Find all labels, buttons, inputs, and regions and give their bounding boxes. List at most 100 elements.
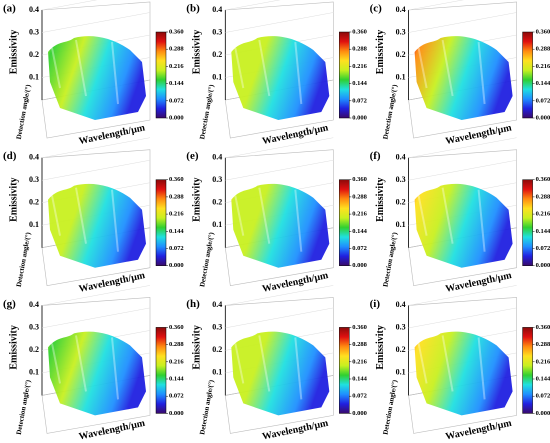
- x-axis-label: Wavelength/μm: [78, 270, 147, 295]
- colorbar-tick-label: 0.216: [169, 63, 184, 70]
- y-axis-label: Detection angle/(°): [381, 379, 399, 436]
- z-tick-label: 0.2: [396, 50, 406, 59]
- colorbar-tick-label: 0.000: [169, 114, 184, 121]
- colorbar-tick-label: 0.288: [536, 46, 550, 53]
- z-tick-label: 0.4: [29, 153, 39, 162]
- surface-ridge: [51, 335, 119, 400]
- grid-line: [408, 307, 517, 329]
- grid-line: [41, 137, 151, 158]
- z-tick-label: 0.1: [396, 72, 406, 81]
- surface: [48, 36, 146, 120]
- z-tick-label: 0.2: [212, 198, 222, 207]
- x-axis-label: Wavelength/μm: [78, 418, 147, 443]
- colorbar-tick-label: 0.072: [352, 393, 367, 400]
- z-tick-label: 0.3: [212, 323, 222, 332]
- surface: [48, 331, 146, 416]
- z-tick-label: 0.3: [212, 27, 222, 36]
- grid-line: [41, 159, 151, 181]
- colorbar-tick-label: 0.144: [169, 80, 184, 87]
- panel-label: (g): [3, 298, 16, 310]
- z-tick-label: 0.3: [212, 175, 222, 184]
- z-tick-label: 0.3: [396, 27, 406, 36]
- z-tick-label: 0.3: [396, 323, 406, 332]
- panel-label: (f): [370, 150, 381, 162]
- z-axis-label: Emissivity: [8, 325, 19, 369]
- z-tick-label: 0.4: [396, 300, 406, 309]
- grid-line: [408, 285, 517, 306]
- panel-label: (a): [3, 3, 16, 15]
- z-axis-label: Emissivity: [8, 30, 19, 74]
- z-tick-label: 0.1: [212, 368, 222, 377]
- panel-label: (d): [3, 150, 17, 162]
- colorbar-tick-label: 0.216: [352, 358, 367, 365]
- z-axis-label: Emissivity: [8, 177, 19, 221]
- grid-line: [225, 307, 334, 329]
- colorbar-tick-label: 0.288: [352, 46, 367, 53]
- colorbar-tick-label: 0.360: [169, 28, 184, 35]
- colorbar-tick-label: 0.144: [352, 228, 367, 235]
- panel: 0.1 0.2 0.3 0.4 (h) Emissivity Detection angle…: [186, 285, 368, 443]
- colorbar-tick-label: 0.072: [169, 393, 184, 400]
- panel-label: (h): [186, 298, 200, 310]
- colorbar-tick-label: 0.360: [352, 176, 367, 183]
- y-axis-label: Detection angle/(°): [15, 83, 33, 140]
- colorbar-tick-label: 0.000: [352, 114, 367, 121]
- z-tick-label: 0.4: [212, 300, 222, 309]
- colorbar-tick-label: 0.288: [352, 193, 367, 200]
- colorbar-tick-label: 0.216: [352, 63, 367, 70]
- colorbar-tick-label: 0.000: [536, 410, 550, 417]
- panel: 0.1 0.2 0.3 0.4 (i) Emissivity Detection angle…: [370, 285, 550, 443]
- colorbar-tick-label: 0.144: [536, 80, 550, 87]
- z-tick-label: 0.1: [29, 72, 39, 81]
- z-tick-label: 0.2: [212, 345, 222, 354]
- surface: [414, 36, 513, 120]
- colorbar: [339, 179, 350, 266]
- z-axis-label: Emissivity: [192, 325, 203, 369]
- panel: 0.1 0.2 0.3 0.4 (d) Emissivity Detection angle…: [3, 137, 184, 295]
- x-axis-label: Wavelength/μm: [78, 122, 147, 147]
- colorbar-tick-label: 0.360: [536, 324, 550, 331]
- z-tick-label: 0.1: [212, 220, 222, 229]
- colorbar-tick-label: 0.216: [536, 358, 550, 365]
- z-tick-label: 0.4: [396, 153, 406, 162]
- colorbar-tick-label: 0.072: [169, 97, 184, 104]
- y-axis-label: Detection angle/(°): [15, 379, 33, 436]
- surface-ridge: [51, 39, 119, 105]
- colorbar-tick-label: 0.144: [169, 228, 184, 235]
- y-axis-label: Detection angle/(°): [198, 379, 216, 436]
- x-axis-label: Wavelength/μm: [261, 418, 330, 443]
- panel: 0.1 0.2 0.3 0.4 (b) Emissivity Detection angle…: [186, 0, 368, 147]
- surface: [414, 331, 513, 416]
- colorbar-tick-label: 0.072: [352, 245, 367, 252]
- colorbar: [155, 179, 167, 266]
- grid-line: [225, 137, 334, 158]
- z-tick-label: 0.1: [396, 368, 406, 377]
- panel: 0.1 0.2 0.3 0.4 (c) Emissivity Detection angle…: [370, 0, 550, 147]
- z-tick-label: 0.2: [29, 345, 39, 354]
- y-axis-label: Detection angle/(°): [15, 231, 33, 288]
- panel: 0.1 0.2 0.3 0.4 (a) Emissivity Detection angle…: [3, 0, 184, 147]
- z-tick-label: 0.3: [29, 175, 39, 184]
- colorbar-tick-label: 0.072: [536, 97, 550, 104]
- surface-ridge: [417, 187, 486, 252]
- z-tick-label: 0.4: [212, 153, 222, 162]
- colorbar-tick-label: 0.360: [536, 28, 550, 35]
- colorbar-tick-label: 0.288: [169, 193, 184, 200]
- grid-line: [408, 159, 517, 181]
- z-tick-label: 0.1: [29, 368, 39, 377]
- z-tick-label: 0.2: [29, 198, 39, 207]
- z-tick-label: 0.2: [396, 345, 406, 354]
- z-tick-label: 0.2: [29, 50, 39, 59]
- colorbar-tick-label: 0.360: [352, 324, 367, 331]
- y-axis-label: Detection angle/(°): [198, 231, 216, 288]
- colorbar: [155, 31, 167, 119]
- z-axis-label: Emissivity: [192, 30, 203, 74]
- colorbar-tick-label: 0.288: [536, 193, 550, 200]
- surface: [231, 36, 330, 120]
- z-tick-label: 0.1: [396, 220, 406, 229]
- z-tick-label: 0.4: [396, 5, 406, 14]
- z-axis-label: Emissivity: [375, 325, 386, 369]
- x-axis-label: Wavelength/μm: [444, 270, 513, 295]
- grid-line: [408, 0, 464, 11]
